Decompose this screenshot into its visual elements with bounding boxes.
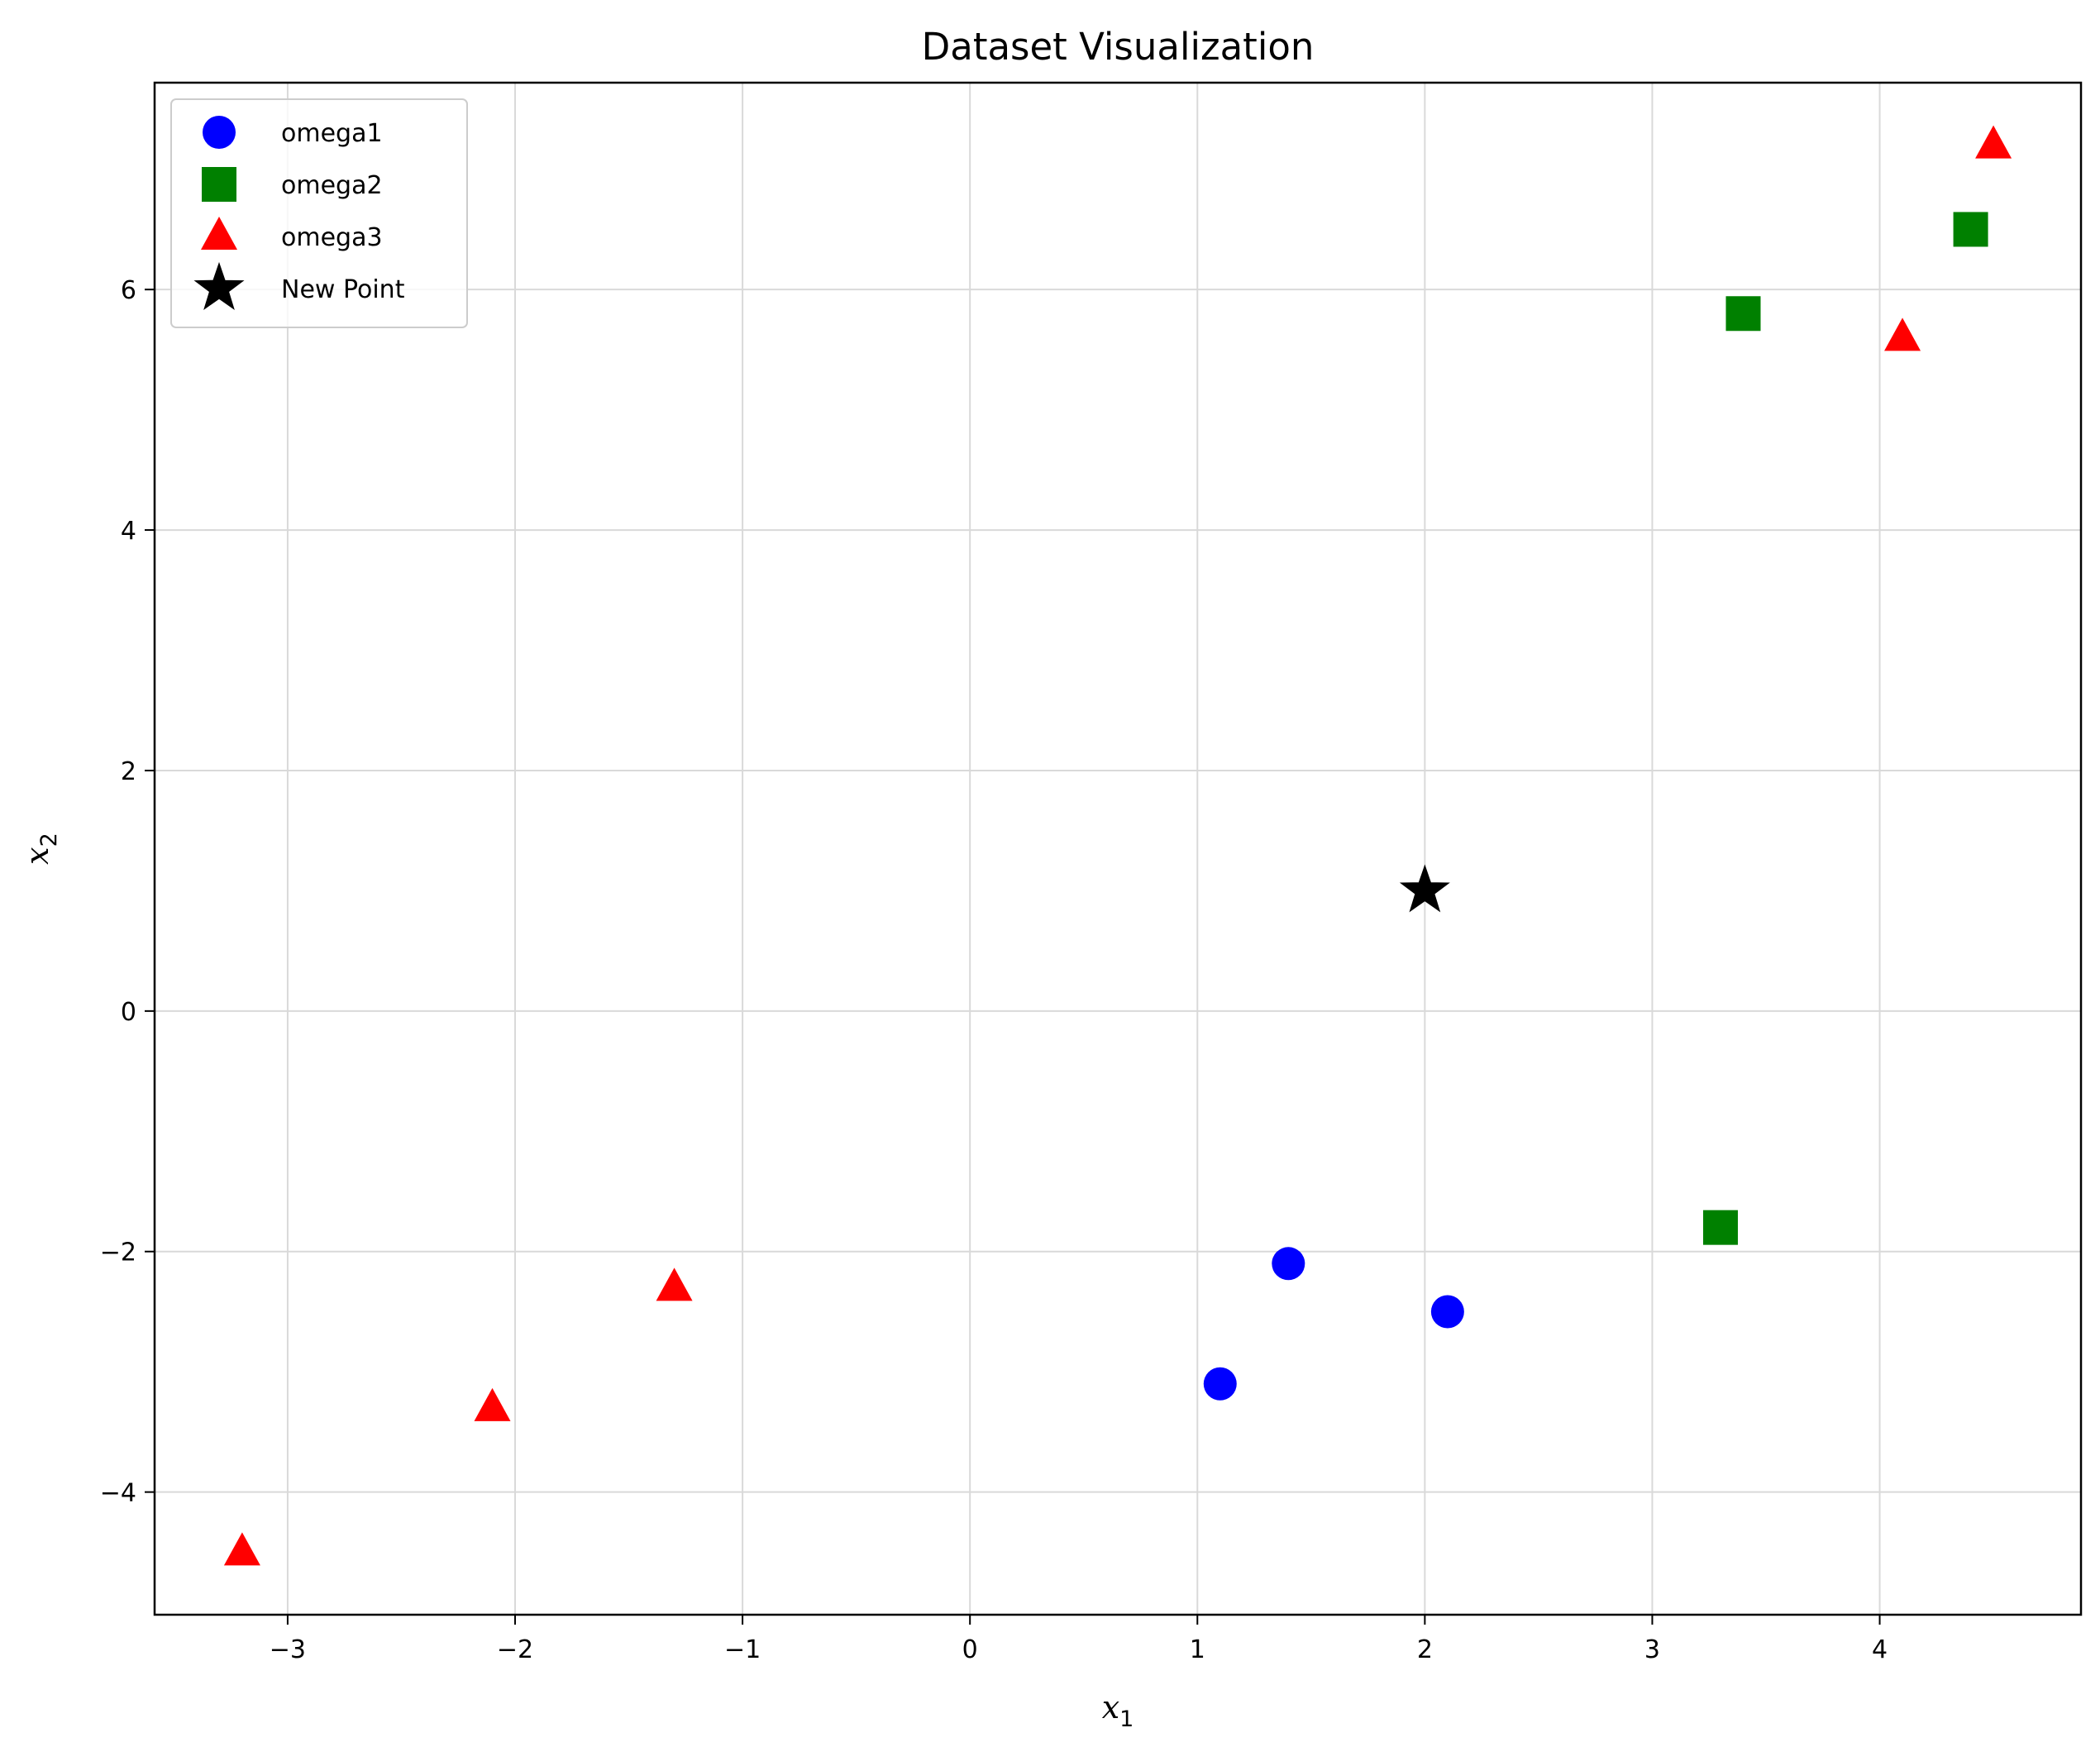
legend-entry-label: New Point — [281, 275, 405, 304]
y-tick-label: −4 — [100, 1479, 136, 1508]
x-tick-label: −2 — [497, 1635, 533, 1664]
y-tick-label: −2 — [100, 1239, 136, 1267]
x-axis-label-main: x — [1102, 1689, 1119, 1726]
x-tick-label: 3 — [1644, 1635, 1660, 1664]
star-point — [1399, 864, 1450, 913]
x-axis-label: x1 — [1102, 1689, 1134, 1732]
triangle-point — [1884, 317, 1921, 351]
x-tick-label: −1 — [724, 1635, 761, 1664]
legend-circle-marker — [203, 116, 236, 149]
x-tick-label: 0 — [962, 1635, 978, 1664]
square-point — [1725, 296, 1761, 332]
y-axis-label-subscript: 2 — [36, 833, 62, 847]
legend-entry-label: omega1 — [281, 119, 383, 148]
data-points — [223, 125, 2012, 1566]
legend-triangle-marker — [201, 217, 237, 250]
circle-point — [1430, 1295, 1464, 1329]
y-axis-label: x2 — [19, 833, 62, 865]
legend-entry-label: omega3 — [281, 223, 383, 252]
x-tick-label: 1 — [1190, 1635, 1205, 1664]
triangle-point — [656, 1267, 693, 1301]
y-tick-label: 6 — [121, 276, 136, 305]
legend-entry-label: omega2 — [281, 171, 383, 200]
x-tick-label: 2 — [1417, 1635, 1433, 1664]
y-tick-label: 4 — [121, 517, 136, 546]
x-axis-label-subscript: 1 — [1119, 1706, 1134, 1732]
grid-lines — [155, 83, 2081, 1615]
triangle-point — [474, 1387, 511, 1421]
legend-square-marker — [202, 167, 236, 202]
x-tick-label: 4 — [1872, 1635, 1888, 1664]
legend-box — [170, 98, 468, 328]
plot-area-frame — [153, 81, 2083, 1616]
x-tick-label: −3 — [270, 1635, 306, 1664]
y-axis-label-main: x — [19, 847, 55, 864]
circle-point — [1272, 1247, 1305, 1281]
square-point — [1953, 212, 1988, 247]
y-tick-label: 2 — [121, 757, 136, 786]
triangle-point — [223, 1532, 260, 1566]
legend: omega1 omega2 omega3 New Point — [170, 98, 468, 328]
chart-title: Dataset Visualization — [922, 25, 1315, 69]
axis-ticks: −3 −2 −1 0 1 2 3 4 −4 −2 0 2 4 6 — [100, 276, 1888, 1664]
square-point — [1702, 1210, 1738, 1245]
y-tick-label: 0 — [121, 998, 136, 1027]
circle-point — [1203, 1367, 1237, 1401]
triangle-point — [1975, 125, 2012, 159]
legend-star-marker — [193, 261, 245, 310]
